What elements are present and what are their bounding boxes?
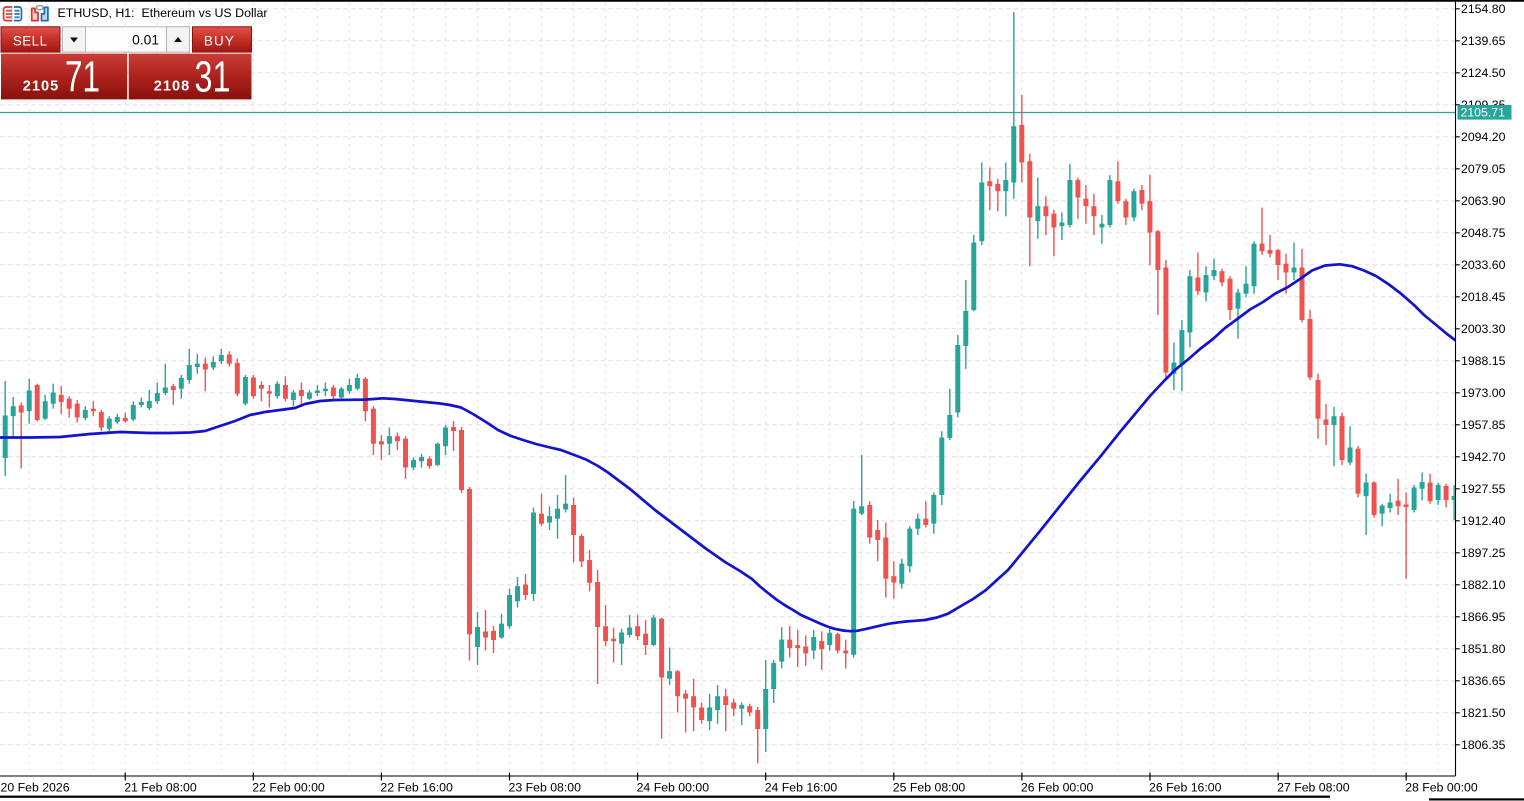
svg-text:1882.10: 1882.10 [1461, 578, 1506, 592]
svg-text:1851.80: 1851.80 [1461, 642, 1506, 656]
svg-text:SELL: SELL [13, 33, 48, 48]
svg-text:2033.60: 2033.60 [1461, 258, 1506, 272]
svg-text:26 Feb 00:00: 26 Feb 00:00 [1021, 780, 1094, 794]
svg-text:2124.50: 2124.50 [1461, 66, 1506, 80]
svg-text:2003.30: 2003.30 [1461, 322, 1506, 336]
svg-text:26 Feb 16:00: 26 Feb 16:00 [1149, 780, 1222, 794]
svg-text:25 Feb 08:00: 25 Feb 08:00 [893, 780, 966, 794]
svg-text:1942.70: 1942.70 [1461, 450, 1506, 464]
svg-text:2105: 2105 [23, 79, 59, 95]
svg-text:28 Feb 00:00: 28 Feb 00:00 [1405, 780, 1478, 794]
svg-text:24 Feb 00:00: 24 Feb 00:00 [637, 780, 710, 794]
svg-text:2048.75: 2048.75 [1461, 226, 1506, 240]
svg-text:2139.65: 2139.65 [1461, 34, 1506, 48]
svg-text:22 Feb 16:00: 22 Feb 16:00 [380, 780, 453, 794]
svg-text:2079.05: 2079.05 [1461, 162, 1506, 176]
svg-text:27 Feb 08:00: 27 Feb 08:00 [1277, 780, 1350, 794]
svg-text:1973.00: 1973.00 [1461, 386, 1506, 400]
svg-text:1957.85: 1957.85 [1461, 418, 1506, 432]
svg-text:ETHUSD, H1: Ethereum vs US Do: ETHUSD, H1: Ethereum vs US Dollar [58, 6, 268, 20]
svg-text:2094.20: 2094.20 [1461, 130, 1506, 144]
svg-text:1897.25: 1897.25 [1461, 546, 1506, 560]
svg-text:71: 71 [65, 53, 100, 102]
svg-text:1927.55: 1927.55 [1461, 482, 1506, 496]
svg-text:1866.95: 1866.95 [1461, 610, 1506, 624]
svg-text:2063.90: 2063.90 [1461, 194, 1506, 208]
svg-text:31: 31 [195, 53, 231, 102]
svg-text:2105.71: 2105.71 [1461, 105, 1506, 119]
svg-text:21 Feb 08:00: 21 Feb 08:00 [124, 780, 197, 794]
svg-text:BUY: BUY [204, 33, 235, 48]
svg-text:1806.35: 1806.35 [1461, 738, 1506, 752]
svg-text:1988.15: 1988.15 [1461, 354, 1506, 368]
svg-text:2154.80: 2154.80 [1461, 2, 1506, 16]
svg-text:2018.45: 2018.45 [1461, 290, 1506, 304]
svg-text:1836.65: 1836.65 [1461, 674, 1506, 688]
svg-text:1821.50: 1821.50 [1461, 706, 1506, 720]
svg-text:24 Feb 16:00: 24 Feb 16:00 [765, 780, 838, 794]
svg-text:22 Feb 00:00: 22 Feb 00:00 [252, 780, 325, 794]
svg-text:2108: 2108 [154, 79, 190, 95]
svg-text:20 Feb 2026: 20 Feb 2026 [1, 780, 70, 794]
svg-text:1912.40: 1912.40 [1461, 514, 1506, 528]
svg-text:0.01: 0.01 [132, 33, 159, 48]
svg-text:23 Feb 08:00: 23 Feb 08:00 [509, 780, 582, 794]
